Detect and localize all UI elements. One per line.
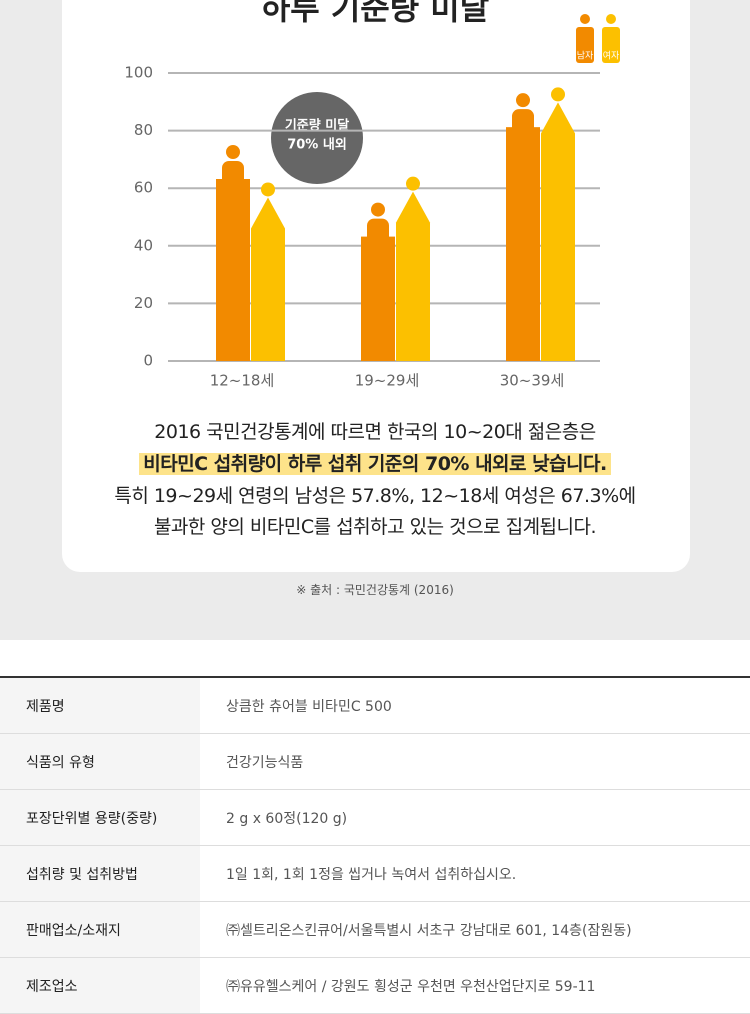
- bar-body: [396, 191, 430, 361]
- chart: 하루 기준량 미달 기준량 미달 70% 내외 0 20 40 60 80 100 남자 여자…: [124, 0, 620, 390]
- badge: [271, 92, 363, 184]
- bar: [361, 202, 395, 361]
- bar-body: [361, 236, 395, 361]
- bar-head: [261, 182, 275, 197]
- bar-head: [371, 202, 385, 217]
- intro: 2016 국민건강통계에 따르면 한국의 10~20대 젊은층은: [154, 421, 596, 443]
- row-value: 1일 1회, 1회 1정을 씹거나 녹여서 섭취하십시오.: [200, 845, 750, 902]
- x-tick-label: 12~18세: [210, 372, 275, 390]
- bar-head: [406, 176, 420, 191]
- top-section: 하루 기준량 미달 기준량 미달 70% 내외 0 20 40 60 80 100 남자 여자…: [0, 0, 750, 640]
- row-value: 2 g x 60정(120 g): [200, 789, 750, 846]
- y-tick-label: 20: [134, 294, 153, 312]
- bar: [396, 176, 430, 361]
- bar-body: [541, 102, 575, 362]
- y-tick-label: 0: [143, 352, 153, 370]
- bar: [216, 145, 250, 361]
- detail: 불과한 양의 비타민C를 섭취하고 있는 것으로 집계됩니다.: [153, 516, 597, 538]
- legend-item: 남자: [576, 14, 594, 63]
- bar-body: [251, 197, 285, 361]
- row-value: ㈜유유헬스케어 / 강원도 횡성군 우천면 우천산업단지로 59-11: [200, 957, 750, 1014]
- highlight: 비타민C 섭취량이 하루 섭취 기준의 70% 내외로 낮습니다.: [139, 453, 611, 475]
- row-label: 섭취량 및 섭취방법: [0, 845, 200, 902]
- legend-icon: [606, 14, 616, 24]
- row-label: 판매업소/소재지: [0, 901, 200, 958]
- y-tick-label: 80: [134, 121, 153, 139]
- bar-head: [516, 93, 530, 108]
- spec-table: 제품명 상큼한 츄어블 비타민C 500 식품의 유형 건강기능식품 포장단위별 용량(…: [0, 676, 750, 1014]
- row-label: 포장단위별 용량(중량): [0, 789, 200, 846]
- bar-body: [506, 127, 540, 361]
- bar: [251, 182, 285, 361]
- table-row: 제품명 상큼한 츄어블 비타민C 500: [0, 677, 750, 734]
- y-tick-label: 60: [134, 179, 153, 197]
- row-value: 상큼한 츄어블 비타민C 500: [200, 677, 750, 734]
- bar-head: [551, 87, 565, 102]
- title: 하루 기준량 미달: [261, 0, 489, 27]
- bar-head: [226, 145, 240, 159]
- table-row: 섭취량 및 섭취방법 1일 1회, 1회 1정을 씹거나 녹여서 섭취하십시오.: [0, 845, 750, 902]
- badge-text: 기준량 미달: [285, 118, 349, 134]
- legend-label: 남자: [577, 51, 594, 62]
- x-tick-label: 30~39세: [500, 372, 565, 390]
- row-value: ㈜셀트리온스킨큐어/서울특별시 서초구 강남대로 601, 14층(잠원동): [200, 901, 750, 958]
- legend-icon: [576, 27, 594, 63]
- source: ※ 출처 : 국민건강통계 (2016): [296, 583, 454, 597]
- row-label: 제조업소: [0, 957, 200, 1014]
- table-row: 포장단위별 용량(중량) 2 g x 60정(120 g): [0, 789, 750, 846]
- table-row: 판매업소/소재지 ㈜셀트리온스킨큐어/서울특별시 서초구 강남대로 601, 14…: [0, 901, 750, 958]
- bar-body: [216, 179, 250, 361]
- legend-label: 여자: [603, 50, 620, 62]
- y-tick-label: 40: [134, 236, 153, 254]
- legend-icon: [602, 27, 620, 63]
- legend-item: 여자: [602, 14, 620, 63]
- highlight-line: 비타민C 섭취량이 하루 섭취 기준의 70% 내외로 낮습니다.: [0, 449, 750, 476]
- row-value: 건강기능식품: [200, 733, 750, 790]
- detail: 특히 19~29세 연령의 남성은 57.8%, 12~18세 여성은 67.3…: [114, 485, 636, 507]
- table-row: 식품의 유형 건강기능식품: [0, 733, 750, 790]
- bar: [506, 93, 540, 361]
- table-row: 제조업소 ㈜유유헬스케어 / 강원도 횡성군 우천면 우천산업단지로 59-11: [0, 957, 750, 1014]
- x-tick-label: 19~29세: [355, 372, 420, 390]
- bar: [541, 87, 575, 362]
- badge-text: 70% 내외: [287, 137, 347, 153]
- legend-icon: [580, 14, 590, 24]
- row-label: 제품명: [0, 677, 200, 734]
- y-tick-label: 100: [124, 64, 153, 82]
- row-label: 식품의 유형: [0, 733, 200, 790]
